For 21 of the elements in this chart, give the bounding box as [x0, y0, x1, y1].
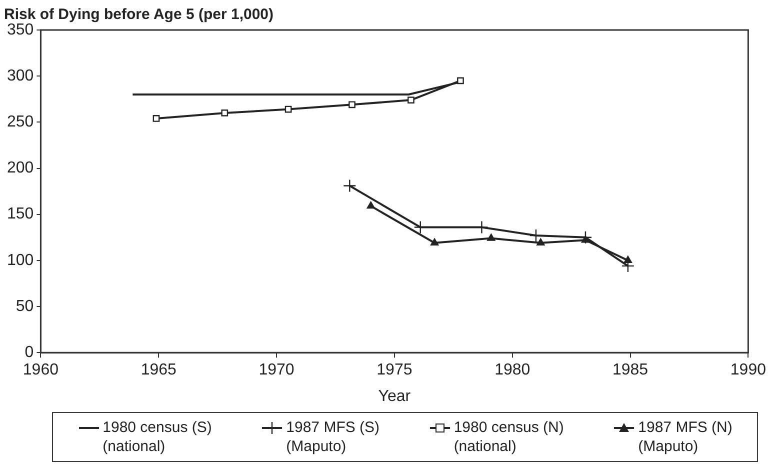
x-tick-label: 1970: [258, 362, 294, 379]
y-tick-label: 200: [6, 160, 34, 177]
y-tick-label: 0: [24, 344, 34, 362]
legend-label: 1987 MFS (N) (Maputo): [638, 418, 732, 456]
y-axis-title: Risk of Dying before Age 5 (per 1,000): [4, 6, 274, 24]
x-axis-title: Year: [378, 388, 412, 405]
x-tick-label: 1975: [376, 362, 412, 379]
legend-label: 1987 MFS (S) (Maputo): [286, 418, 380, 456]
y-tick-label: 100: [6, 252, 34, 269]
y-tick-label: 250: [6, 114, 34, 131]
legend-label: 1980 census (S) (national): [102, 418, 212, 456]
legend-label: 1980 census (N) (national): [454, 418, 564, 456]
y-tick-label: 300: [6, 67, 34, 84]
y-tick-label: 350: [6, 21, 34, 38]
x-tick-label: 1980: [494, 362, 530, 379]
x-tick-label: 1985: [612, 362, 648, 379]
y-tick-label: 150: [6, 206, 34, 223]
x-tick-label: 1990: [730, 362, 766, 379]
y-tick-label: 50: [16, 298, 34, 315]
x-tick-label: 1960: [22, 362, 59, 379]
x-tick-label: 1965: [140, 362, 177, 379]
